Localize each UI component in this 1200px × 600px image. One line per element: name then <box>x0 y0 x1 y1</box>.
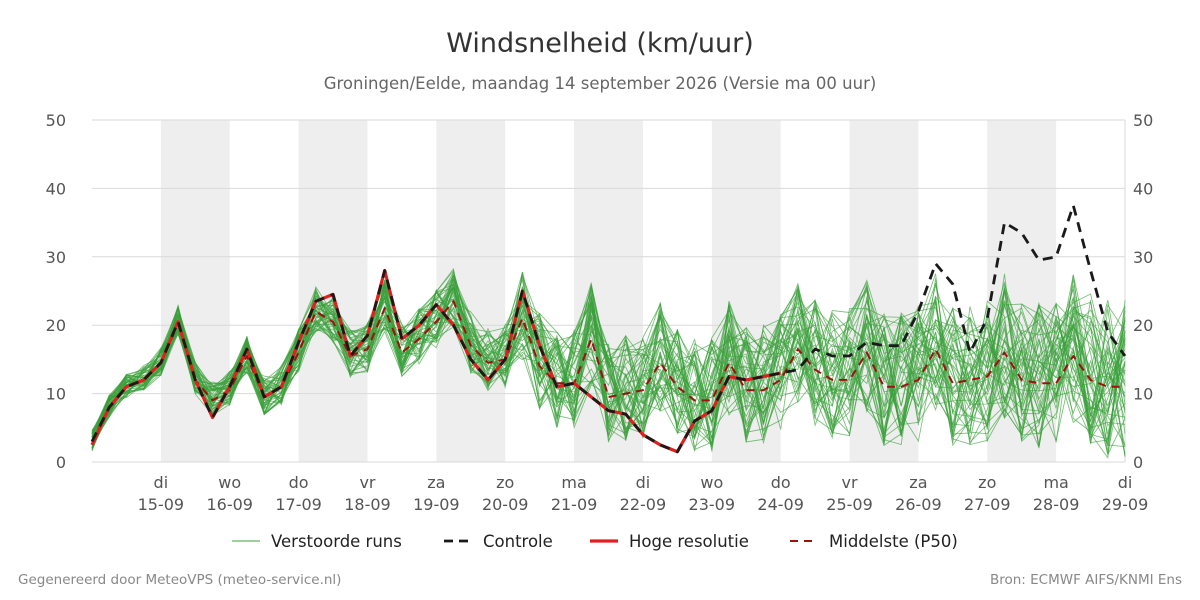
x-tick-day-6: ma <box>561 473 586 492</box>
y-tick-right-20: 20 <box>1133 316 1153 335</box>
footer-source: Bron: ECMWF AIFS/KNMI Ens <box>989 572 1182 588</box>
ensemble-run-48 <box>91 279 1126 448</box>
ensemble-run-38 <box>91 267 1126 443</box>
chart-subtitle: Groningen/Eelde, maandag 14 september 20… <box>324 74 877 93</box>
legend-label-0: Verstoorde runs <box>271 532 402 551</box>
x-tick-date-10: 25-09 <box>826 495 873 514</box>
ensemble-run-36 <box>91 272 1126 453</box>
x-tick-day-5: zo <box>496 473 514 492</box>
ensemble-runs <box>91 267 1126 460</box>
x-tick-date-5: 20-09 <box>482 495 529 514</box>
x-tick-day-13: ma <box>1043 473 1068 492</box>
y-tick-left-30: 30 <box>46 248 66 267</box>
x-tick-day-10: vr <box>842 473 858 492</box>
x-tick-day-3: vr <box>359 473 375 492</box>
ensemble-run-4 <box>91 281 1126 442</box>
x-tick-day-9: do <box>771 473 791 492</box>
y-tick-right-30: 30 <box>1133 248 1153 267</box>
shade-band-1 <box>298 120 368 462</box>
main-series <box>90 204 1127 454</box>
x-tick-date-14: 29-09 <box>1102 495 1149 514</box>
y-tick-left-0: 0 <box>56 453 66 472</box>
ensemble-run-47 <box>91 278 1126 451</box>
ensemble-run-39 <box>91 278 1126 442</box>
y-tick-right-10: 10 <box>1133 385 1153 404</box>
control-line <box>90 204 1127 454</box>
x-tick-day-2: do <box>289 473 309 492</box>
legend: Verstoorde runs Controle Hoge resolutie Mid… <box>232 532 958 551</box>
legend-label-1: Controle <box>483 532 553 551</box>
legend-label-3: Middelste (P50) <box>829 532 958 551</box>
x-tick-date-13: 28-09 <box>1033 495 1080 514</box>
x-tick-date-4: 19-09 <box>413 495 460 514</box>
x-tick-date-12: 27-09 <box>964 495 1011 514</box>
x-tick-date-11: 26-09 <box>895 495 942 514</box>
x-tick-day-0: di <box>154 473 169 492</box>
y-tick-left-20: 20 <box>46 316 66 335</box>
x-tick-day-7: di <box>636 473 651 492</box>
x-tick-day-11: za <box>909 473 927 492</box>
x-tick-date-3: 18-09 <box>344 495 391 514</box>
y-tick-left-40: 40 <box>46 179 66 198</box>
footer-generator: Gegenereerd door MeteoVPS (meteo-service… <box>18 572 342 588</box>
x-tick-date-8: 23-09 <box>689 495 736 514</box>
y-tick-left-50: 50 <box>46 111 66 130</box>
x-tick-day-8: wo <box>700 473 723 492</box>
y-tick-left-10: 10 <box>46 385 66 404</box>
x-tick-date-2: 17-09 <box>275 495 322 514</box>
x-tick-day-14: di <box>1118 473 1133 492</box>
y-tick-right-0: 0 <box>1133 453 1143 472</box>
x-tick-day-4: za <box>427 473 445 492</box>
x-tick-date-1: 16-09 <box>206 495 253 514</box>
ensemble-run-49 <box>91 289 1126 448</box>
x-tick-date-7: 22-09 <box>620 495 667 514</box>
y-tick-right-50: 50 <box>1133 111 1153 130</box>
chart-title: Windsnelheid (km/uur) <box>446 28 754 59</box>
ensemble-run-45 <box>91 282 1126 433</box>
ensemble-run-30 <box>91 279 1126 443</box>
x-tick-day-12: zo <box>978 473 996 492</box>
x-tick-date-9: 24-09 <box>757 495 804 514</box>
axes: 0 0 10 10 20 20 30 30 40 40 50 50 di 15-09 wo 16-09 do 17… <box>46 111 1154 514</box>
x-tick-date-6: 21-09 <box>551 495 598 514</box>
x-tick-day-1: wo <box>218 473 241 492</box>
legend-label-2: Hoge resolutie <box>629 532 749 551</box>
ensemble-run-42 <box>91 276 1126 438</box>
y-tick-right-40: 40 <box>1133 179 1153 198</box>
x-tick-date-0: 15-09 <box>138 495 185 514</box>
